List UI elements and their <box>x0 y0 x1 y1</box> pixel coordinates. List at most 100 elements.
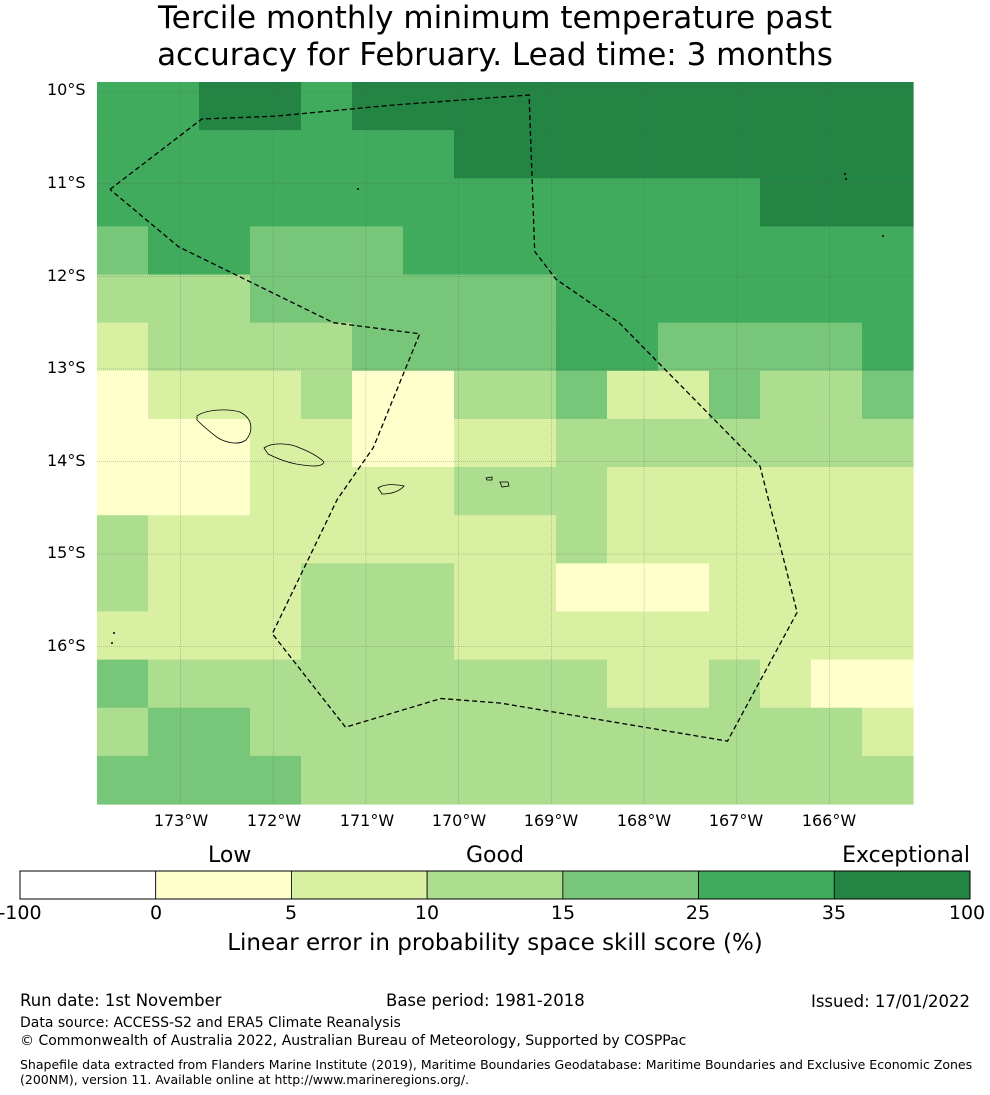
islet <box>113 632 115 634</box>
skill-cell <box>607 82 659 131</box>
skill-cell <box>454 563 506 613</box>
legend-tick: 0 <box>149 902 163 924</box>
skill-cell <box>199 755 251 805</box>
graticule <box>97 82 913 804</box>
skill-cell <box>199 274 251 324</box>
skill-cell <box>148 659 200 709</box>
skill-cell <box>607 226 659 276</box>
skill-cell <box>709 707 761 757</box>
island-outline <box>263 443 325 467</box>
skill-cell <box>454 274 506 324</box>
lon-label-169w: 169°W <box>523 811 579 830</box>
skill-cell <box>250 274 302 324</box>
skill-cell <box>352 659 404 709</box>
skill-cell <box>811 707 863 757</box>
skill-cell <box>352 707 404 757</box>
skill-cell <box>97 322 149 372</box>
skill-cell <box>148 418 200 468</box>
skill-cell <box>454 370 506 420</box>
lon-label-170w: 170°W <box>431 811 487 830</box>
skill-cell <box>148 563 200 613</box>
skill-cell <box>250 611 302 661</box>
skill-cell <box>301 226 353 276</box>
skill-cell <box>709 418 761 468</box>
skill-cell <box>505 370 557 420</box>
skill-cell <box>199 563 251 613</box>
skill-cell <box>148 274 200 324</box>
skill-cell <box>352 755 404 805</box>
skill-cell <box>607 274 659 324</box>
legend-tick: 100 <box>948 902 986 924</box>
islet <box>845 178 847 180</box>
skill-cell <box>658 130 710 179</box>
skill-cell <box>352 611 404 661</box>
legend-category-low: Low <box>208 843 252 868</box>
skill-cell <box>505 178 557 227</box>
skill-cell <box>250 322 302 372</box>
skill-cell <box>760 130 812 179</box>
skill-cell <box>97 707 149 757</box>
skill-cell <box>607 322 659 372</box>
skill-cell <box>760 226 812 276</box>
legend-tick: -100 <box>0 902 42 924</box>
skill-cell <box>811 322 863 372</box>
skill-cell <box>148 178 200 227</box>
skill-cell <box>97 130 149 179</box>
colorbar-segment <box>562 870 699 900</box>
skill-cell <box>607 611 659 661</box>
skill-cell <box>862 322 914 372</box>
skill-cell <box>811 226 863 276</box>
skill-cell <box>760 322 812 372</box>
skill-cell <box>148 82 200 131</box>
skill-cell <box>301 322 353 372</box>
eez-boundary <box>109 94 798 742</box>
skill-cell <box>199 178 251 227</box>
skill-cell <box>556 226 608 276</box>
skill-cell <box>148 130 200 179</box>
skill-cell <box>862 418 914 468</box>
skill-cell <box>250 707 302 757</box>
skill-cell <box>556 322 608 372</box>
skill-cell <box>199 418 251 468</box>
skill-cell <box>148 707 200 757</box>
skill-cell <box>352 130 404 179</box>
skill-cell <box>352 515 404 564</box>
skill-cell <box>148 515 200 564</box>
skill-cell <box>658 322 710 372</box>
colorbar-label: Linear error in probability space skill … <box>227 930 763 956</box>
skill-cell <box>505 659 557 709</box>
skill-cell <box>454 322 506 372</box>
title-line-1: Tercile monthly minimum temperature past <box>157 0 833 36</box>
skill-cell <box>607 563 659 613</box>
skill-cell <box>658 178 710 227</box>
skill-cell <box>760 418 812 468</box>
skill-cell <box>403 755 455 805</box>
skill-cell <box>658 707 710 757</box>
skill-cell <box>97 659 149 709</box>
skill-cell <box>862 515 914 564</box>
lon-label-172w: 172°W <box>246 811 302 830</box>
skill-cell <box>352 226 404 276</box>
skill-cell <box>556 707 608 757</box>
title-line-2: accuracy for February. Lead time: 3 mont… <box>157 37 833 73</box>
skill-cell <box>199 226 251 276</box>
skill-cell <box>97 467 149 516</box>
skill-cell <box>709 178 761 227</box>
skill-cell <box>709 755 761 805</box>
skill-cell <box>148 611 200 661</box>
skill-cell <box>301 611 353 661</box>
lat-label-10s: 10°S <box>47 80 86 99</box>
skill-cell <box>505 82 557 131</box>
skill-cell <box>403 467 455 516</box>
skill-cell <box>760 563 812 613</box>
island-outline <box>499 481 510 488</box>
skill-cell <box>403 611 455 661</box>
skill-cell <box>250 659 302 709</box>
skill-cell <box>301 707 353 757</box>
skill-cell <box>760 370 812 420</box>
skill-cell <box>760 707 812 757</box>
skill-cell <box>760 467 812 516</box>
skill-cell <box>454 467 506 516</box>
skill-cell <box>811 611 863 661</box>
